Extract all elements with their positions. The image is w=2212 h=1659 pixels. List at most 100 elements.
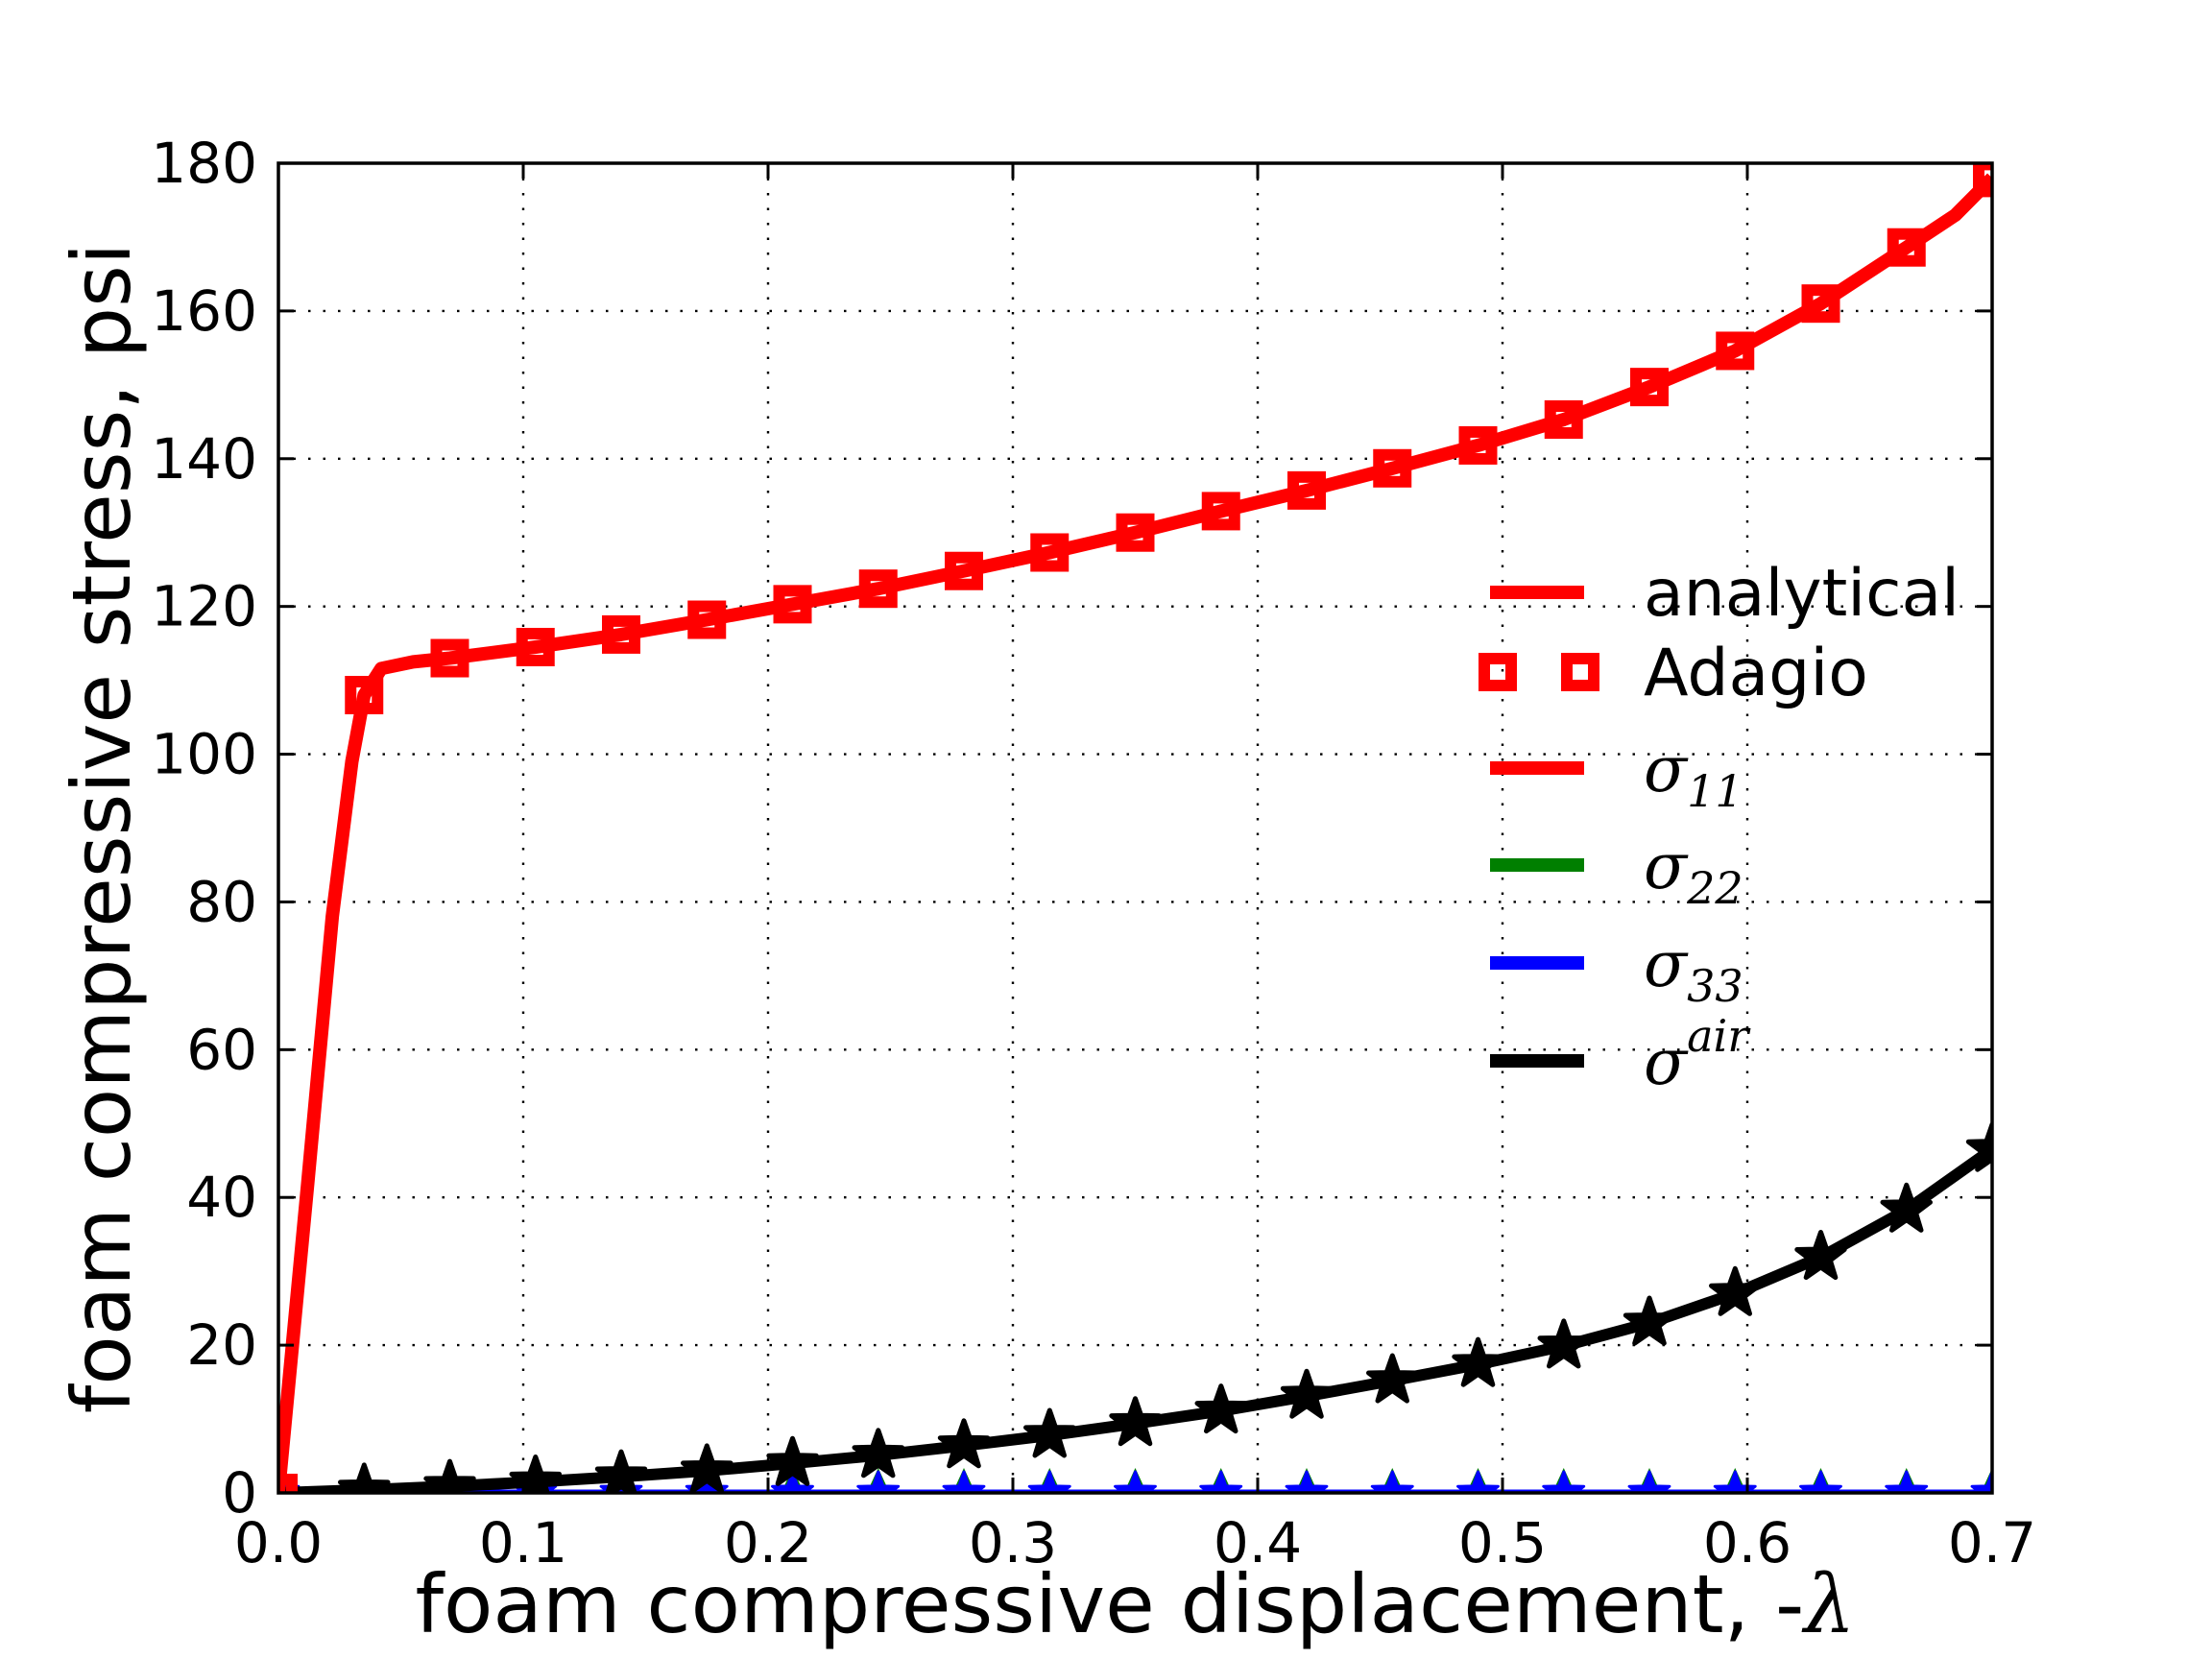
y-tick-label: 40 [186, 1165, 257, 1230]
y-tick-label: 100 [151, 722, 257, 787]
legend-label-part: analytical [1644, 556, 1960, 632]
star-marker [1114, 1470, 1157, 1493]
y-tick-label: 180 [151, 131, 257, 196]
x-axis-label-part: λ [1801, 1557, 1855, 1651]
square-marker [1479, 653, 1517, 691]
star-marker [942, 1470, 986, 1493]
x-tick-label: 0.3 [969, 1510, 1057, 1575]
square-marker [516, 627, 555, 666]
star-marker [1194, 1383, 1247, 1434]
star-marker [937, 1418, 991, 1469]
star-marker [1965, 1121, 1992, 1172]
star-marker [1799, 1470, 1842, 1493]
star-marker [1880, 1182, 1933, 1233]
star-marker [1709, 1265, 1762, 1316]
square-marker [1287, 470, 1326, 510]
legend-label: σ11 [1644, 733, 1743, 817]
legend-row: σair [1490, 1010, 1751, 1099]
legend-label-part: 33 [1687, 960, 1743, 1012]
y-tick-label: 160 [151, 278, 257, 344]
x-tick-label: 0.4 [1214, 1510, 1302, 1575]
x-tick-label: 0.1 [479, 1510, 567, 1575]
legend-row: σ22 [1490, 830, 1743, 914]
series-adagio [278, 163, 1992, 1493]
star-marker [856, 1470, 901, 1493]
legend-row: Adagio [1479, 636, 1868, 711]
star-marker [1713, 1470, 1757, 1493]
legend-label: analytical [1644, 556, 1960, 632]
x-tick-label: 0.7 [1948, 1510, 2036, 1575]
square-marker [1201, 492, 1240, 531]
y-tick-label: 120 [151, 574, 257, 639]
square-marker [430, 638, 469, 678]
square-marker [1373, 448, 1412, 488]
legend-label-part: air [1687, 1010, 1751, 1062]
square-marker [945, 551, 983, 590]
legend-label-part: 22 [1686, 862, 1743, 914]
star-marker [1885, 1470, 1929, 1493]
legend-label: σ22 [1644, 830, 1743, 914]
star-marker [1456, 1470, 1500, 1493]
legend-label: σair [1644, 1010, 1751, 1099]
x-tick-label: 0.0 [234, 1510, 323, 1575]
square-marker [1544, 399, 1583, 439]
square-marker [602, 614, 640, 654]
y-tick-label: 20 [186, 1312, 257, 1378]
star-marker [1027, 1470, 1071, 1493]
star-marker [1537, 1318, 1590, 1369]
square-marker [687, 600, 727, 639]
y-tick-label: 140 [151, 426, 257, 492]
star-marker [1199, 1470, 1243, 1493]
square-marker [773, 585, 812, 624]
tick-marks [276, 161, 1994, 1495]
star-marker [1794, 1230, 1847, 1281]
y-tick-label: 80 [186, 869, 257, 934]
square-marker [1801, 284, 1840, 324]
square-marker [345, 676, 384, 714]
legend-label-part: σ [1644, 927, 1689, 1001]
star-marker [1285, 1470, 1329, 1493]
star-marker [1970, 1470, 1992, 1493]
plot-series [278, 163, 1992, 1493]
star-marker [1452, 1336, 1504, 1387]
star-marker [594, 1449, 648, 1493]
square-marker [1458, 425, 1498, 465]
x-tick-label: 0.5 [1458, 1510, 1547, 1575]
star-marker [681, 1443, 733, 1493]
legend-label: σ33 [1644, 927, 1743, 1012]
star-marker [338, 1462, 391, 1493]
star-marker [1623, 1295, 1676, 1346]
y-axis-label: foam compressive stress, psi [55, 243, 149, 1413]
square-marker [1973, 163, 1992, 198]
legend-row: analytical [1490, 556, 1960, 632]
plot-frame [276, 161, 1994, 1495]
square-marker [1716, 331, 1755, 371]
square-marker [858, 569, 898, 609]
star-marker [423, 1458, 476, 1493]
star-marker [1370, 1470, 1414, 1493]
legend-label: Adagio [1644, 636, 1868, 711]
square-marker [1630, 368, 1669, 407]
star-marker [771, 1470, 814, 1493]
y-tick-label: 60 [186, 1017, 257, 1082]
star-marker [1023, 1407, 1076, 1458]
legend-label-part: σ [1644, 733, 1689, 806]
x-axis-label: foam compressive displacement, -λ [415, 1557, 1855, 1651]
square-marker [1887, 228, 1926, 267]
x-axis-label-part: foam compressive displacement, - [415, 1557, 1804, 1651]
legend-row: σ11 [1490, 733, 1743, 817]
star-marker [1109, 1396, 1162, 1447]
square-marker [1561, 653, 1599, 691]
star-marker [1280, 1368, 1334, 1419]
legend-label-part: σ [1644, 1025, 1689, 1099]
star-marker [1542, 1470, 1586, 1493]
y-tick-label: 0 [222, 1460, 257, 1526]
square-marker [1030, 533, 1070, 572]
legend-label-part: σ [1644, 830, 1689, 903]
star-marker [1627, 1470, 1671, 1493]
star-marker [766, 1435, 819, 1486]
